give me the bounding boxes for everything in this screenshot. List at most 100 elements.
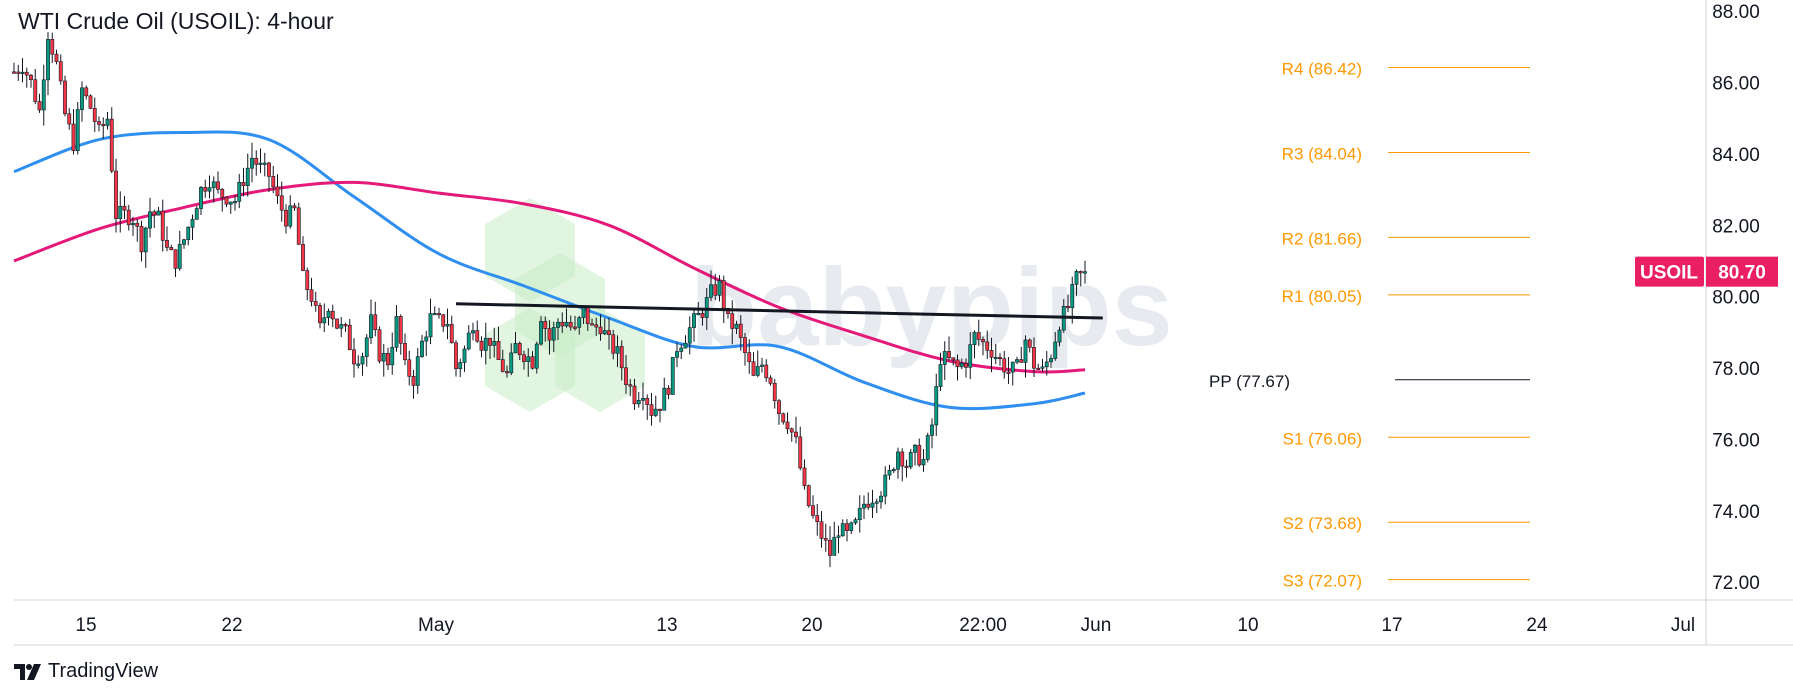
candle-body <box>279 195 284 211</box>
candle-body <box>913 444 917 453</box>
candle-body <box>462 348 467 363</box>
candle-body <box>173 249 178 269</box>
candle-body <box>683 342 688 349</box>
pivot-label: R4 (86.42) <box>1282 60 1362 79</box>
candle-body <box>951 357 956 361</box>
candle-body <box>322 317 327 324</box>
pivot-label: R3 (84.04) <box>1282 144 1362 163</box>
candle-body <box>781 413 786 423</box>
candle-body <box>1036 367 1041 371</box>
y-tick-label: 88.00 <box>1712 2 1760 23</box>
candle-body <box>364 337 369 357</box>
x-tick-label: 17 <box>1381 615 1402 636</box>
candle-body <box>764 364 769 379</box>
x-tick-label: Jun <box>1081 615 1112 636</box>
candle-body <box>33 79 38 102</box>
candle-body <box>619 346 624 369</box>
candle-body <box>275 186 280 197</box>
candle-body <box>1032 347 1036 369</box>
candle-body <box>917 444 922 466</box>
candle-body <box>288 205 293 227</box>
candle-body <box>755 366 760 376</box>
x-tick-label: 22:00 <box>959 615 1007 636</box>
candle-body <box>628 384 633 387</box>
candle-body <box>993 356 998 360</box>
candle-body <box>152 211 157 216</box>
candle-body <box>63 80 67 115</box>
candle-body <box>284 209 288 227</box>
candle-body <box>67 113 72 125</box>
candle-body <box>806 485 811 507</box>
candle-body <box>921 459 926 466</box>
candle-body <box>1070 284 1075 309</box>
candle-body <box>649 404 654 416</box>
candle-body <box>577 317 582 328</box>
candle-body <box>611 334 616 354</box>
candle-body <box>114 170 118 219</box>
candle-body <box>394 316 399 348</box>
y-tick-label: 72.00 <box>1712 573 1760 594</box>
candle-body <box>46 39 50 81</box>
footer: TradingView <box>14 660 158 683</box>
candle-body <box>870 502 875 508</box>
candle-body <box>411 376 416 386</box>
candle-body <box>891 469 896 472</box>
candle-body <box>12 71 16 74</box>
candle-body <box>377 329 382 362</box>
candle-body <box>560 321 565 327</box>
x-tick-label: 13 <box>656 615 677 636</box>
candle-body <box>131 222 135 226</box>
candle-body <box>734 323 739 329</box>
candle-body <box>840 523 845 537</box>
candle-body <box>500 359 505 372</box>
candle-body <box>454 342 458 369</box>
candle-body <box>692 313 696 328</box>
candle-body <box>607 330 611 336</box>
candle-body <box>1066 305 1070 309</box>
candle-body <box>262 162 267 165</box>
candle-body <box>441 314 446 327</box>
candle-body <box>415 356 420 386</box>
candle-body <box>50 39 55 55</box>
candle-body <box>258 162 263 165</box>
candle-body <box>352 349 356 365</box>
price-tag-value: 80.70 <box>1718 263 1766 284</box>
candle-body <box>904 465 909 468</box>
x-tick-label: 10 <box>1237 615 1258 636</box>
candle-body <box>641 397 645 401</box>
candle-body <box>594 324 599 328</box>
y-tick-label: 80.00 <box>1712 288 1760 309</box>
candle-body <box>169 247 174 251</box>
candle-body <box>747 352 752 363</box>
candle-body <box>466 332 471 350</box>
candle-body <box>369 314 373 339</box>
candle-body <box>789 428 794 433</box>
candle-body <box>347 324 352 351</box>
candle-body <box>1023 339 1028 363</box>
candle-body <box>220 188 225 198</box>
candle-body <box>54 53 59 62</box>
candle-body <box>190 219 195 228</box>
candle-body <box>662 387 667 411</box>
candle-body <box>1044 361 1049 368</box>
candle-body <box>522 354 526 362</box>
candle-body <box>573 326 577 329</box>
x-tick-label: Jul <box>1671 615 1695 636</box>
candle-body <box>403 343 407 361</box>
candle-body <box>976 332 981 340</box>
candle-body <box>925 435 930 460</box>
candle-body <box>598 326 603 335</box>
candle-body <box>360 356 365 365</box>
candle-body <box>356 363 361 366</box>
candle-body <box>658 408 662 411</box>
candle-body <box>432 313 437 316</box>
candle-body <box>883 474 888 497</box>
candle-body <box>156 210 161 216</box>
pivot-label: PP (77.67) <box>1209 372 1290 391</box>
candle-body <box>126 209 131 226</box>
candle-body <box>84 87 89 97</box>
candle-body <box>670 357 675 395</box>
candle-body <box>972 332 977 345</box>
candle-body <box>1027 339 1032 348</box>
